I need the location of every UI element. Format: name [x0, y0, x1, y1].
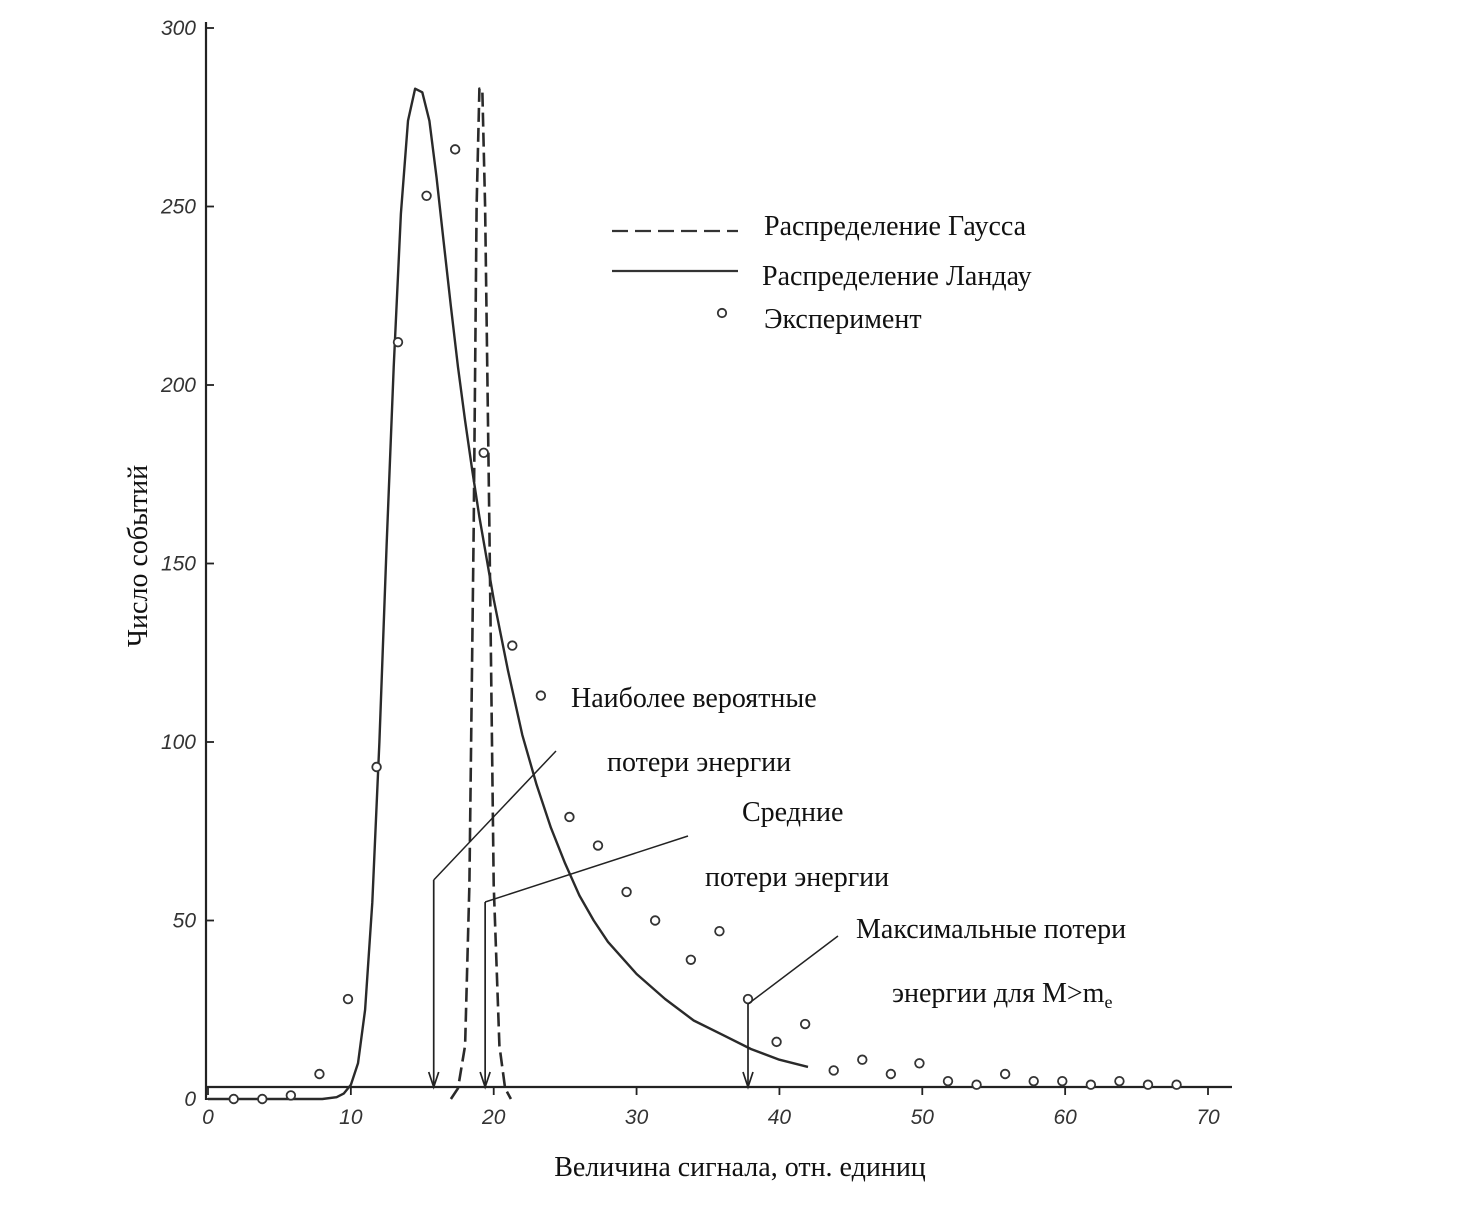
legend-label-gauss: Распределение Гаусса [764, 211, 1027, 242]
y-tick-label: 250 [160, 196, 196, 219]
experiment-point [535, 690, 547, 701]
arrowhead-mean [479, 1071, 491, 1090]
experiment-point [392, 336, 404, 348]
experiment-point [507, 640, 518, 651]
experiment-point [649, 915, 661, 926]
landau-curve [208, 87, 809, 1101]
y-axis-title: Число событий [123, 465, 154, 647]
y-tick-label: 200 [160, 374, 196, 397]
experiment-point [1028, 1075, 1039, 1087]
experiment-point [714, 926, 725, 937]
y-tick-label: 50 [173, 910, 197, 933]
experiment-point [971, 1079, 982, 1090]
experiment-point [999, 1068, 1011, 1080]
annotation-most-probable-line1: Наиболее вероятные [571, 683, 817, 714]
experiment-point [421, 190, 432, 201]
ticks [206, 27, 1209, 1100]
x-axis-title: Величина сигнала, отн. единиц [554, 1152, 926, 1183]
experiment-point [1114, 1075, 1125, 1087]
x-tick-label: 60 [1053, 1106, 1077, 1129]
experiment-point [828, 1065, 839, 1076]
experiment-point [257, 1093, 268, 1105]
y-tick-label: 0 [184, 1088, 196, 1111]
y-tick-label: 300 [161, 17, 196, 40]
x-tick-label: 40 [768, 1106, 792, 1129]
annotation-maximal-line1: Максимальные потери [856, 914, 1126, 945]
x-tick-label: 20 [481, 1106, 506, 1129]
leader-mean [484, 835, 689, 903]
experiment-point [342, 993, 354, 1005]
leader-most-probable [433, 750, 557, 881]
x-tick-label: 10 [339, 1106, 363, 1129]
y-tick-label: 100 [161, 731, 196, 754]
arrowhead-most-probable [427, 1071, 440, 1090]
arrowhead-maximal [742, 1071, 754, 1090]
experiment-point [1142, 1079, 1154, 1090]
experiment-point [564, 811, 575, 823]
annotation-most-probable-line2: потери энергии [607, 747, 791, 778]
x-tick-label: 30 [625, 1106, 649, 1129]
experiment-point [371, 761, 382, 773]
annotation-maximal-line2: энергии для M>me [892, 978, 1112, 1012]
experiment-point [1085, 1079, 1097, 1090]
experiment-point [592, 840, 604, 851]
experiment-point [478, 447, 489, 459]
annotation-layer [427, 750, 839, 1090]
experiment-point [914, 1058, 925, 1069]
annotation-maximal-subscript: e [1104, 992, 1112, 1012]
legend: Распределение Гаусса Распределение Ланда… [612, 211, 1032, 335]
annotation-mean-line2: потери энергии [705, 862, 889, 893]
experiment-point [228, 1093, 239, 1105]
markers-layer [228, 144, 1182, 1105]
x-tick-label: 70 [1196, 1106, 1220, 1129]
experiment-point [799, 1018, 811, 1030]
x-tick-label: 50 [911, 1106, 935, 1129]
annotation-text: Наиболее вероятные потери энергии Средни… [571, 683, 1126, 1012]
experiment-point [314, 1068, 325, 1080]
gauss-curve [449, 87, 513, 1100]
experiment-point [285, 1090, 297, 1101]
legend-label-experiment: Эксперимент [764, 304, 922, 335]
annotation-mean-line1: Средние [742, 797, 843, 828]
experiment-point [685, 954, 697, 965]
legend-marker-swatch [716, 307, 728, 319]
tick-labels: 0 10 20 30 40 50 60 70 0 50 100 150 200 250 300 [160, 17, 1220, 1129]
leader-maximal [747, 935, 839, 1005]
annotation-maximal-line2-main: энергии для M>m [892, 978, 1105, 1009]
experiment-point [857, 1054, 868, 1065]
experiment-point [942, 1075, 954, 1087]
experiment-point [621, 886, 632, 898]
experiment-point [1171, 1079, 1182, 1090]
experiment-point [449, 144, 461, 155]
experiment-point [771, 1036, 782, 1048]
x-tick-label: 0 [202, 1106, 214, 1129]
experiment-point [885, 1068, 897, 1080]
y-tick-label: 150 [161, 553, 196, 576]
experiment-point [1057, 1075, 1068, 1087]
legend-label-landau: Распределение Ландау [762, 261, 1032, 292]
series-layer [208, 87, 809, 1101]
